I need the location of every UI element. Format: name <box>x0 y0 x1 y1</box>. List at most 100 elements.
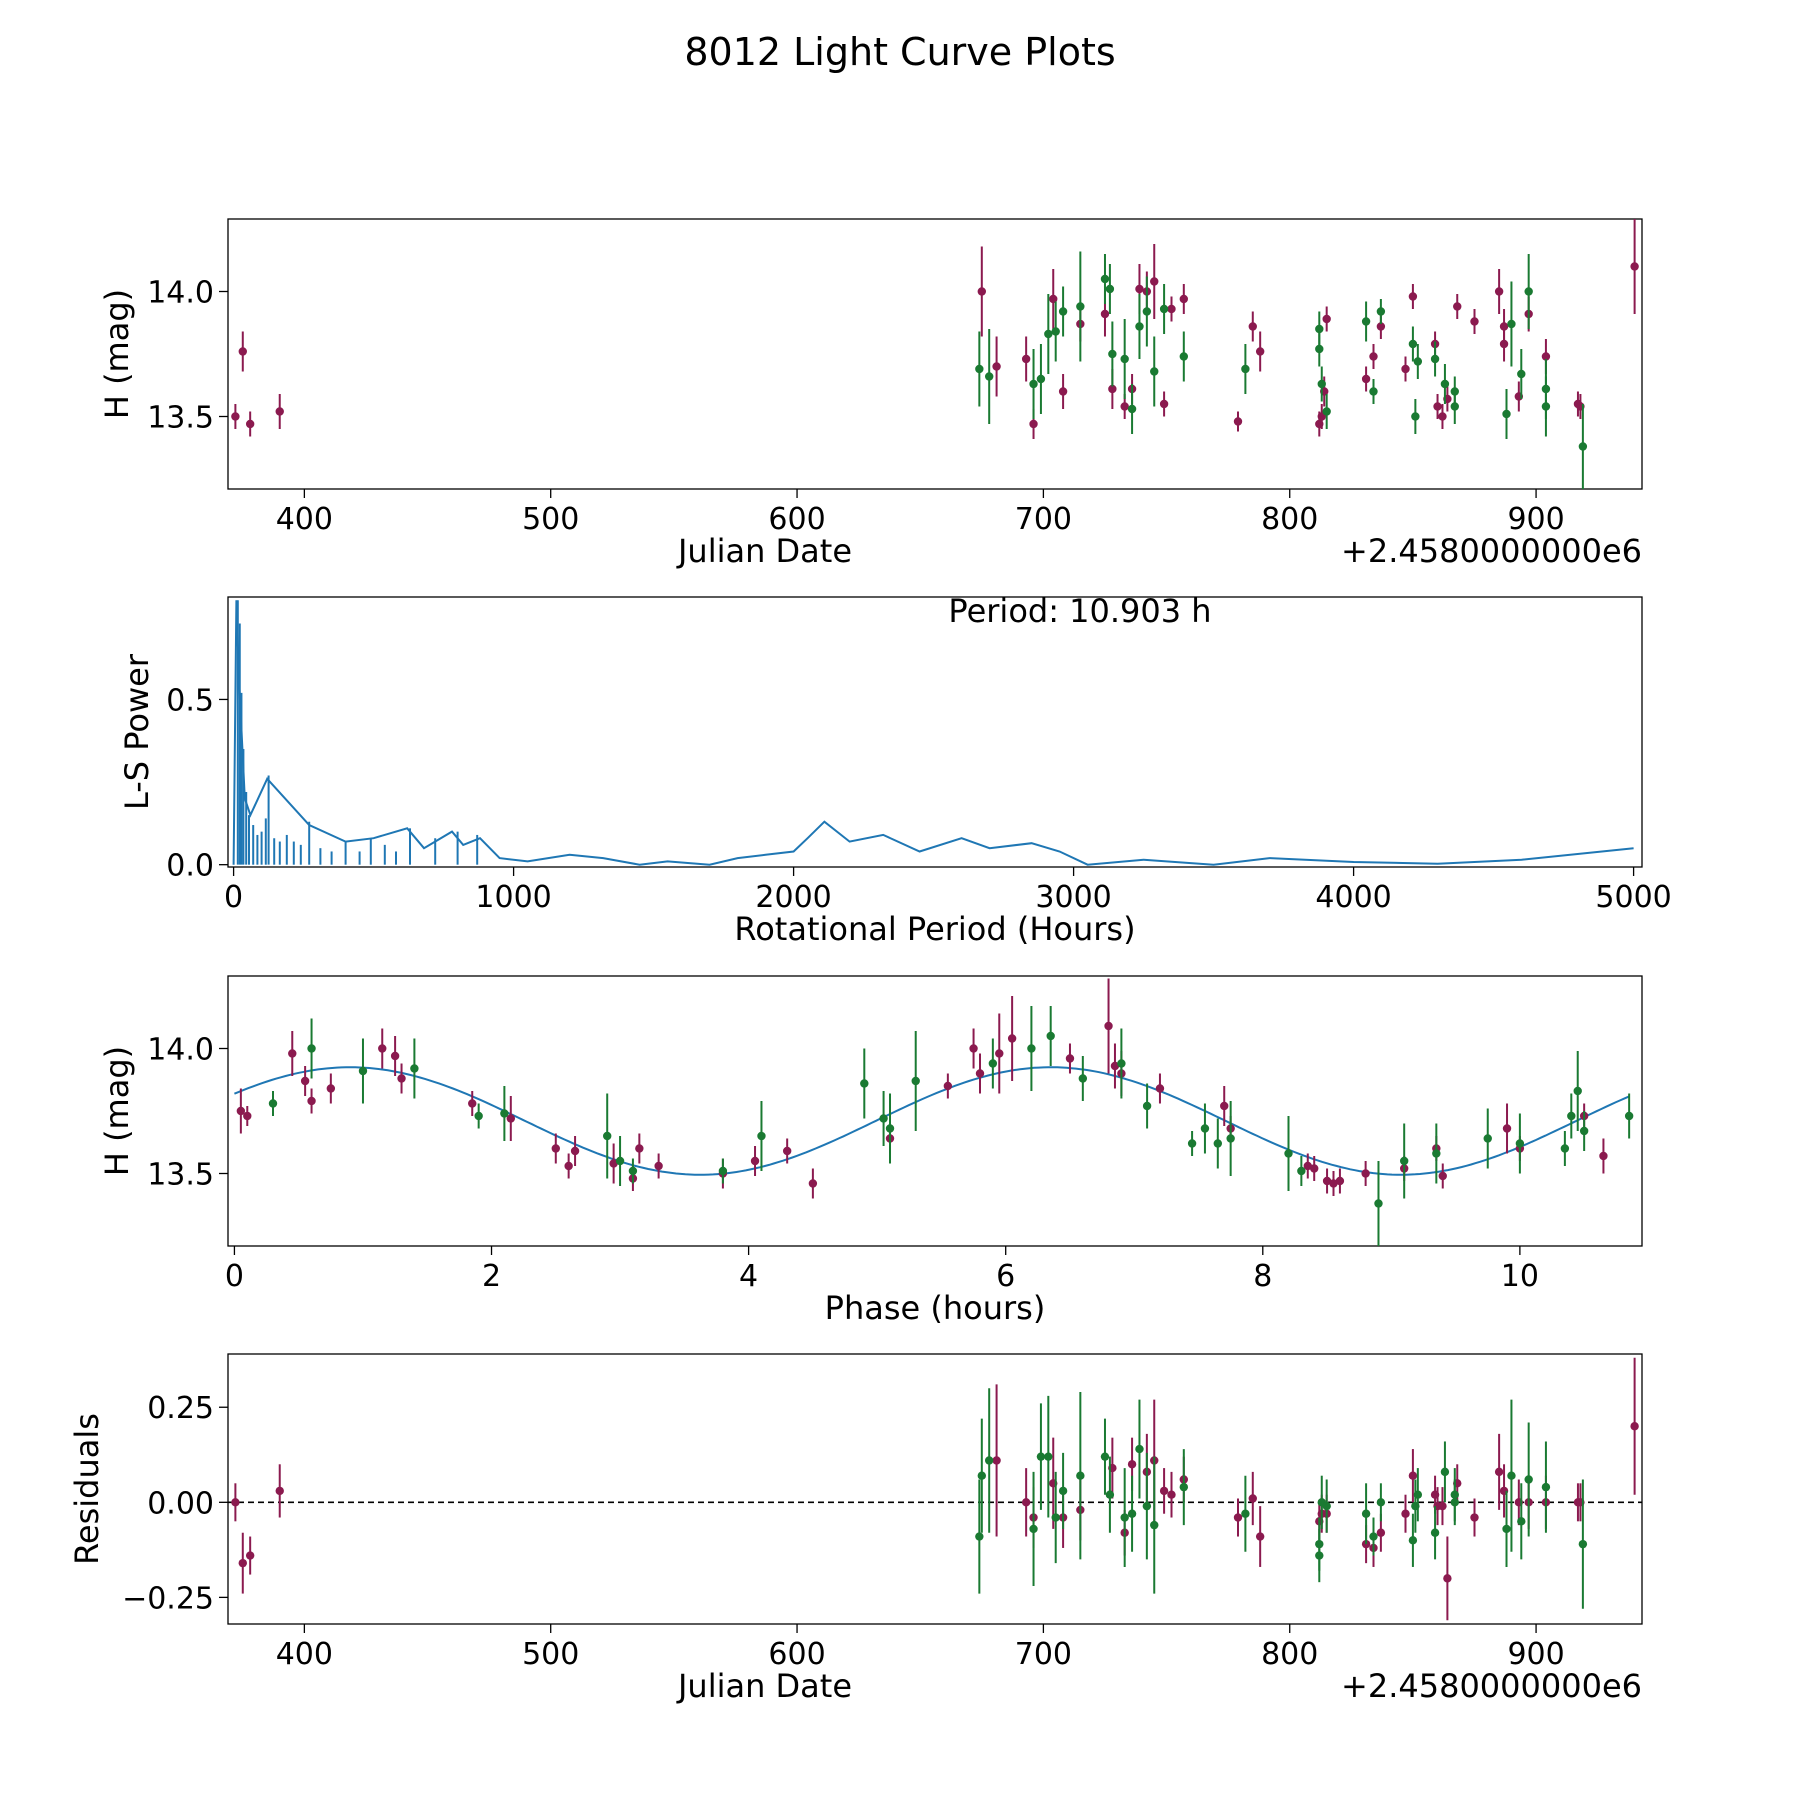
y-tick-label: −0.25 <box>122 1581 214 1616</box>
data-point <box>1029 379 1038 389</box>
x-tick-label: 600 <box>768 1637 825 1672</box>
x-tick-label: 500 <box>522 1637 579 1672</box>
data-point <box>1100 1452 1110 1461</box>
data-point <box>506 1114 515 1123</box>
periodogram-data <box>232 600 1634 866</box>
data-point <box>1494 1467 1504 1477</box>
data-point <box>1051 327 1060 336</box>
data-point <box>1027 1044 1036 1053</box>
data-point <box>1440 379 1450 389</box>
data-point <box>1369 387 1378 396</box>
residuals-frame <box>227 1353 1643 1625</box>
data-point <box>1105 1490 1115 1499</box>
data-point <box>468 1099 477 1108</box>
data-point <box>1430 354 1440 364</box>
data-point <box>1376 307 1386 316</box>
data-point <box>943 1081 953 1091</box>
data-point <box>1110 1061 1120 1071</box>
data-point <box>1076 302 1085 311</box>
data-point <box>1369 352 1378 361</box>
data-point <box>238 347 247 356</box>
x-tick-label: 10 <box>1501 1259 1539 1294</box>
data-point <box>1213 1139 1223 1148</box>
data-point <box>1369 1532 1378 1541</box>
data-point <box>570 1146 580 1156</box>
data-point <box>1044 1452 1053 1461</box>
data-point <box>378 1044 387 1053</box>
data-point <box>1502 1124 1512 1133</box>
data-point <box>1179 352 1189 361</box>
periodogram-line <box>232 600 1634 866</box>
data-point <box>1021 1498 1031 1507</box>
data-point <box>1167 1490 1176 1499</box>
data-point <box>245 1551 255 1560</box>
data-point <box>358 1066 368 1076</box>
data-point <box>1376 1498 1386 1507</box>
y-tick-label: 14.0 <box>147 1033 214 1068</box>
lightcurve-data <box>231 219 1639 489</box>
data-point <box>326 1084 336 1093</box>
data-point <box>1241 1509 1250 1518</box>
data-point <box>1494 287 1504 296</box>
y-tick-label: 13.5 <box>147 401 214 436</box>
x-tick-label: 8 <box>1253 1259 1272 1294</box>
data-point <box>654 1161 663 1171</box>
data-point <box>1029 419 1038 429</box>
data-point <box>1167 304 1176 314</box>
y-tick-label: 13.5 <box>147 1158 214 1193</box>
x-tick-label: 700 <box>1015 1637 1072 1672</box>
data-point <box>975 364 984 374</box>
data-point <box>1303 1161 1312 1171</box>
data-point <box>1541 352 1551 361</box>
data-point <box>1630 1422 1639 1431</box>
y-axis-label: H (mag) <box>98 1046 136 1176</box>
data-point <box>1058 387 1068 396</box>
data-point <box>1408 1536 1418 1545</box>
data-point <box>1579 1126 1589 1136</box>
data-point <box>1413 1490 1423 1499</box>
data-point <box>1076 1471 1085 1480</box>
data-point <box>1578 442 1588 451</box>
data-point <box>1142 307 1152 316</box>
data-point <box>808 1179 818 1188</box>
data-point <box>1411 412 1420 421</box>
x-tick-label: 6 <box>996 1259 1015 1294</box>
data-point <box>1044 329 1053 339</box>
data-point <box>1200 1124 1210 1133</box>
data-point <box>500 1109 509 1118</box>
data-point <box>603 1131 612 1141</box>
data-point <box>1567 1111 1576 1121</box>
data-point <box>1502 409 1511 419</box>
data-point <box>1374 1199 1383 1208</box>
data-point <box>1046 1031 1055 1041</box>
data-point <box>1220 1101 1229 1111</box>
data-point <box>1187 1139 1197 1148</box>
data-point <box>551 1144 560 1153</box>
data-point <box>969 1044 978 1053</box>
data-point <box>1401 1509 1410 1518</box>
data-point <box>1438 1501 1447 1511</box>
periodogram-frame <box>227 596 1643 868</box>
data-point <box>238 1558 247 1568</box>
data-point <box>635 1144 644 1153</box>
data-point <box>977 287 987 296</box>
data-point <box>1135 1444 1144 1454</box>
data-point <box>1507 1471 1516 1480</box>
data-point <box>1159 304 1169 314</box>
data-point <box>1578 1539 1588 1549</box>
data-point <box>1541 384 1551 394</box>
data-point <box>1226 1134 1235 1143</box>
data-point <box>1433 402 1442 411</box>
data-point <box>1100 309 1110 319</box>
data-point <box>1120 354 1129 364</box>
data-point <box>1361 1169 1370 1178</box>
data-point <box>615 1156 625 1166</box>
data-point <box>628 1166 638 1176</box>
y-axis-label: L-S Power <box>118 653 156 810</box>
data-point <box>1120 402 1129 411</box>
x-tick-label: 4000 <box>1315 880 1391 915</box>
data-point <box>1517 369 1526 379</box>
data-point <box>1573 1086 1582 1096</box>
x-axis-label: Julian Date <box>676 532 852 570</box>
data-point <box>1470 317 1479 326</box>
